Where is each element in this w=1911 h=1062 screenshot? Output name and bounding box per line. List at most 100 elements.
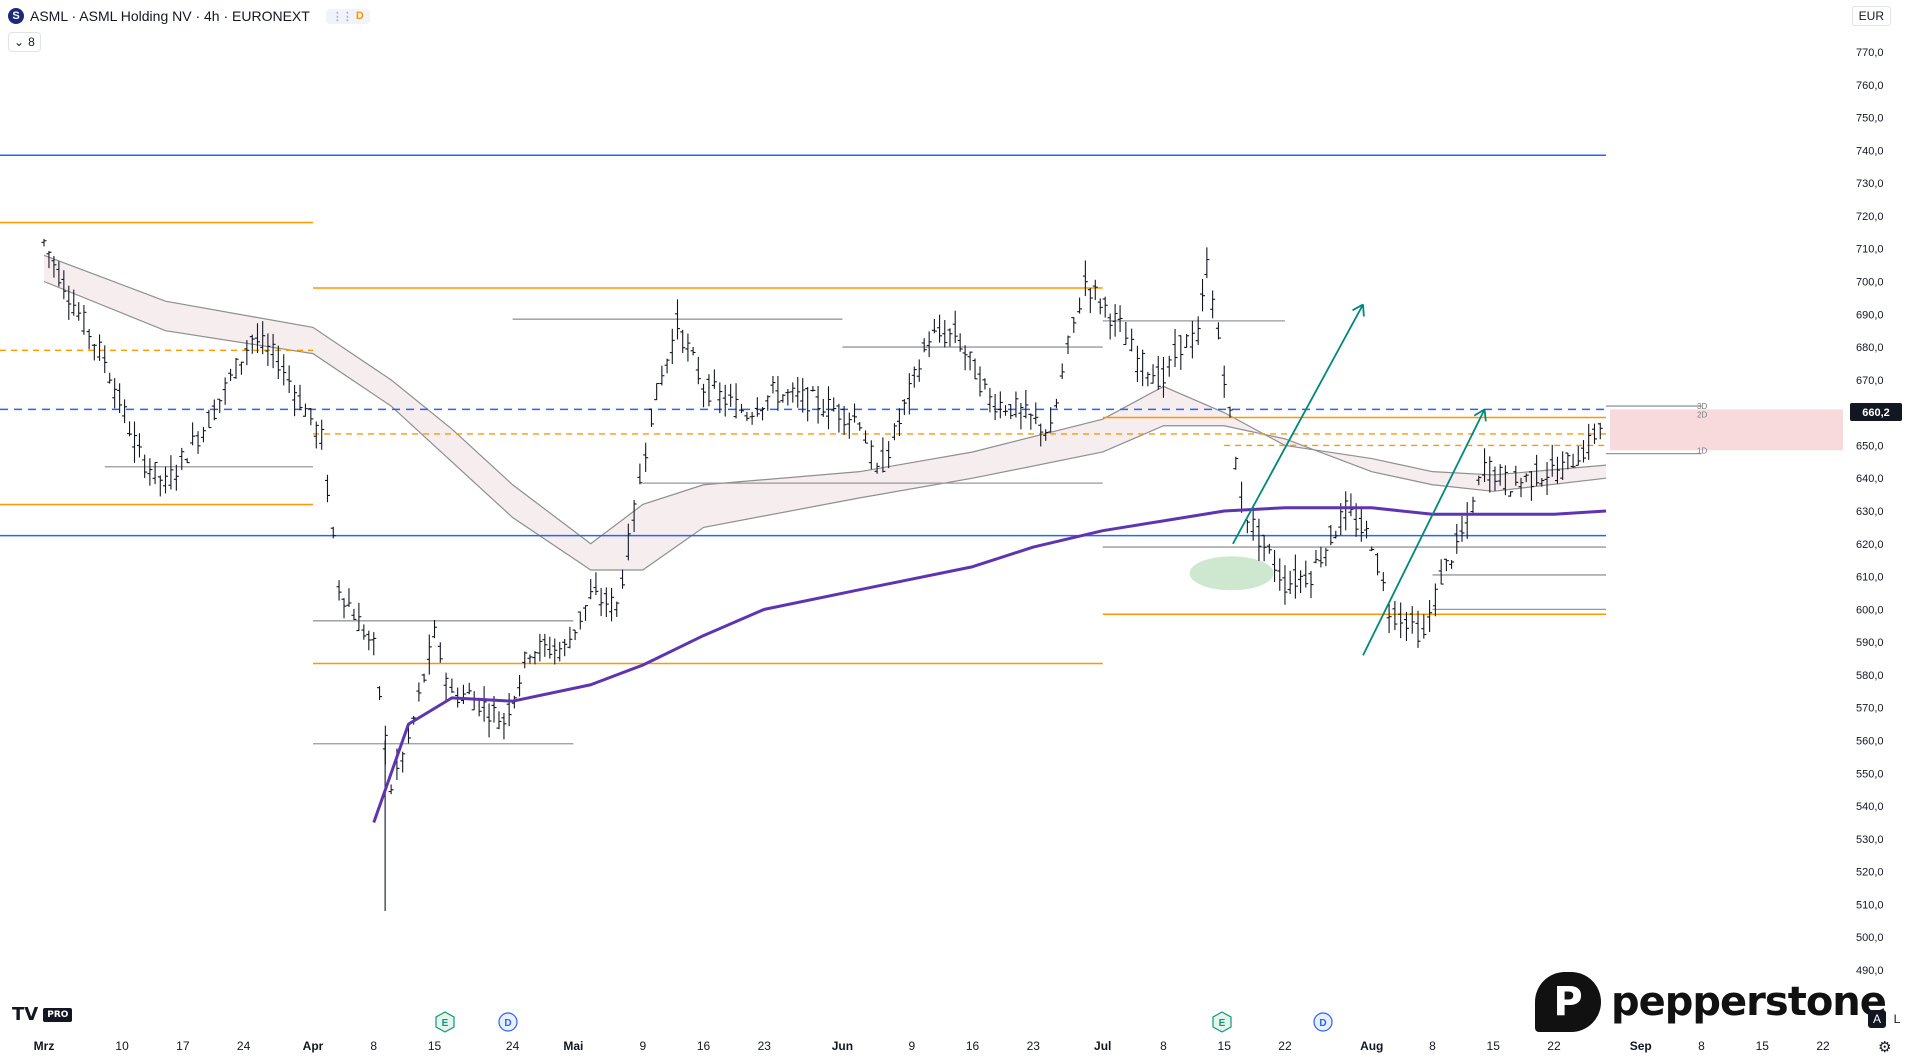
event-label: D — [504, 1018, 511, 1029]
indicators-toggle[interactable]: ⌄ 8 — [8, 32, 41, 52]
trend-arrow-head — [1362, 304, 1365, 317]
y-tick-label: 650,0 — [1856, 440, 1884, 452]
y-tick-label: 750,0 — [1856, 113, 1884, 125]
ohlc-bars — [41, 238, 1603, 911]
x-tick-label: 8 — [1698, 1039, 1705, 1053]
x-tick-label: 24 — [506, 1039, 520, 1053]
y-tick-label: 610,0 — [1856, 572, 1884, 584]
y-tick-label: 540,0 — [1856, 801, 1884, 813]
x-tick-label: 22 — [1816, 1039, 1830, 1053]
horizontal-levels — [0, 154, 1702, 745]
x-tick-label: 10 — [115, 1039, 129, 1053]
price-axis[interactable]: 770,0 760,0 750,0 740,0 730,0 720,0 710,0 700,0… — [1850, 47, 1902, 977]
y-tick-label: 730,0 — [1856, 178, 1884, 190]
event-label: D — [1319, 1018, 1326, 1029]
gear-icon[interactable]: ⚙ — [1878, 1039, 1892, 1056]
x-tick-label: 22 — [1278, 1039, 1292, 1053]
chart-header: S ASML · ASML Holding NV · 4h · EURONEXT… — [8, 6, 370, 26]
currency-button[interactable]: EUR — [1851, 6, 1891, 26]
trend-arrow-head — [1483, 409, 1487, 422]
x-tick-label: 22 — [1547, 1039, 1561, 1053]
x-tick-label: Jul — [1094, 1039, 1111, 1053]
y-tick-label: 640,0 — [1856, 473, 1884, 485]
x-tick-label: 16 — [966, 1039, 980, 1053]
dividend-icon — [498, 1012, 518, 1032]
event-label: E — [442, 1018, 449, 1029]
x-tick-label: 9 — [908, 1039, 915, 1053]
x-tick-label: 15 — [428, 1039, 442, 1053]
pepperstone-mark-icon: P — [1535, 972, 1601, 1032]
trend-arrow-head — [1352, 303, 1364, 312]
y-tick-label: 550,0 — [1856, 768, 1884, 780]
tradingview-logo[interactable]: TV PRO — [12, 1004, 73, 1025]
auto-scale-button[interactable]: A — [1868, 1010, 1886, 1028]
y-tick-label: 500,0 — [1856, 932, 1884, 944]
status-badge[interactable]: ⋮⋮ D — [325, 8, 370, 24]
y-tick-label: 510,0 — [1856, 899, 1884, 911]
y-tick-label: 590,0 — [1856, 637, 1884, 649]
zone-label: 2D — [1697, 410, 1707, 419]
trend-arrows — [1232, 303, 1487, 656]
y-tick-label: 670,0 — [1856, 375, 1884, 387]
x-tick-label: Mai — [563, 1039, 583, 1053]
symbol-title[interactable]: ASML · ASML Holding NV · 4h · EURONEXT — [30, 8, 310, 24]
earnings-icon — [435, 1011, 455, 1033]
x-tick-label: 8 — [1160, 1039, 1167, 1053]
y-tick-label: 580,0 — [1856, 670, 1884, 682]
x-tick-label: 15 — [1756, 1039, 1770, 1053]
y-tick-label: 700,0 — [1856, 277, 1884, 289]
time-axis[interactable]: Mrz 10 17 24 Apr 8 15 24 Mai 9 16 23 Jun 9 16 23 Jul 8 15 2… — [34, 1039, 1830, 1053]
indicator-count: 8 — [28, 35, 35, 49]
symbol-logo-icon: S — [8, 8, 24, 24]
trend-arrow-head — [1473, 408, 1486, 417]
y-tick-label: 530,0 — [1856, 834, 1884, 846]
y-tick-label: 770,0 — [1856, 47, 1884, 59]
drag-handle-icon: ⋮⋮ — [331, 10, 353, 23]
y-tick-label: 710,0 — [1856, 244, 1884, 256]
x-tick-label: Sep — [1630, 1039, 1652, 1053]
x-tick-label: 23 — [1027, 1039, 1041, 1053]
pro-badge: PRO — [43, 1007, 73, 1022]
x-tick-label: 15 — [1218, 1039, 1232, 1053]
x-tick-label: 15 — [1487, 1039, 1501, 1053]
x-tick-label: 24 — [237, 1039, 251, 1053]
log-scale-button[interactable]: L — [1893, 1012, 1901, 1026]
ma-slow-line — [43, 280, 1607, 571]
x-tick-label: Mrz — [34, 1039, 55, 1053]
y-tick-label: 630,0 — [1856, 506, 1884, 518]
dividend-icon — [1313, 1012, 1333, 1032]
y-tick-label: 490,0 — [1856, 965, 1884, 977]
x-tick-label: 8 — [370, 1039, 377, 1053]
last-price-tag — [1850, 402, 1902, 421]
y-tick-label: 740,0 — [1856, 145, 1884, 157]
x-tick-label: Jun — [832, 1039, 853, 1053]
chevron-down-icon: ⌄ — [14, 35, 25, 49]
x-tick-label: Apr — [303, 1039, 324, 1053]
y-tick-label: 560,0 — [1856, 736, 1884, 748]
earnings-icon — [1212, 1011, 1232, 1033]
trend-arrow — [1232, 304, 1364, 545]
zone-label: 1D — [1697, 446, 1707, 455]
x-tick-label: 8 — [1429, 1039, 1436, 1053]
ma-fast-line — [43, 254, 1607, 545]
y-tick-label: 520,0 — [1856, 867, 1884, 879]
y-tick-label: 600,0 — [1856, 604, 1884, 616]
x-tick-label: 9 — [639, 1039, 646, 1053]
y-tick-label: 690,0 — [1856, 309, 1884, 321]
ma200-line — [372, 506, 1607, 823]
ma-band-fill — [44, 255, 1607, 571]
pepperstone-wordmark: pepperstone — [1611, 979, 1887, 1025]
moving-average-band — [43, 254, 1607, 571]
pepperstone-logo: P pepperstone — [1535, 972, 1887, 1032]
tv-logo-mark: TV — [12, 1004, 39, 1025]
support-ellipse — [1189, 556, 1274, 591]
x-tick-label: Aug — [1360, 1039, 1383, 1053]
event-label: E — [1219, 1018, 1226, 1029]
y-tick-label: 720,0 — [1856, 211, 1884, 223]
last-price-label: 660,2 — [1862, 407, 1890, 419]
x-tick-label: 17 — [176, 1039, 190, 1053]
x-tick-label: 16 — [697, 1039, 711, 1053]
